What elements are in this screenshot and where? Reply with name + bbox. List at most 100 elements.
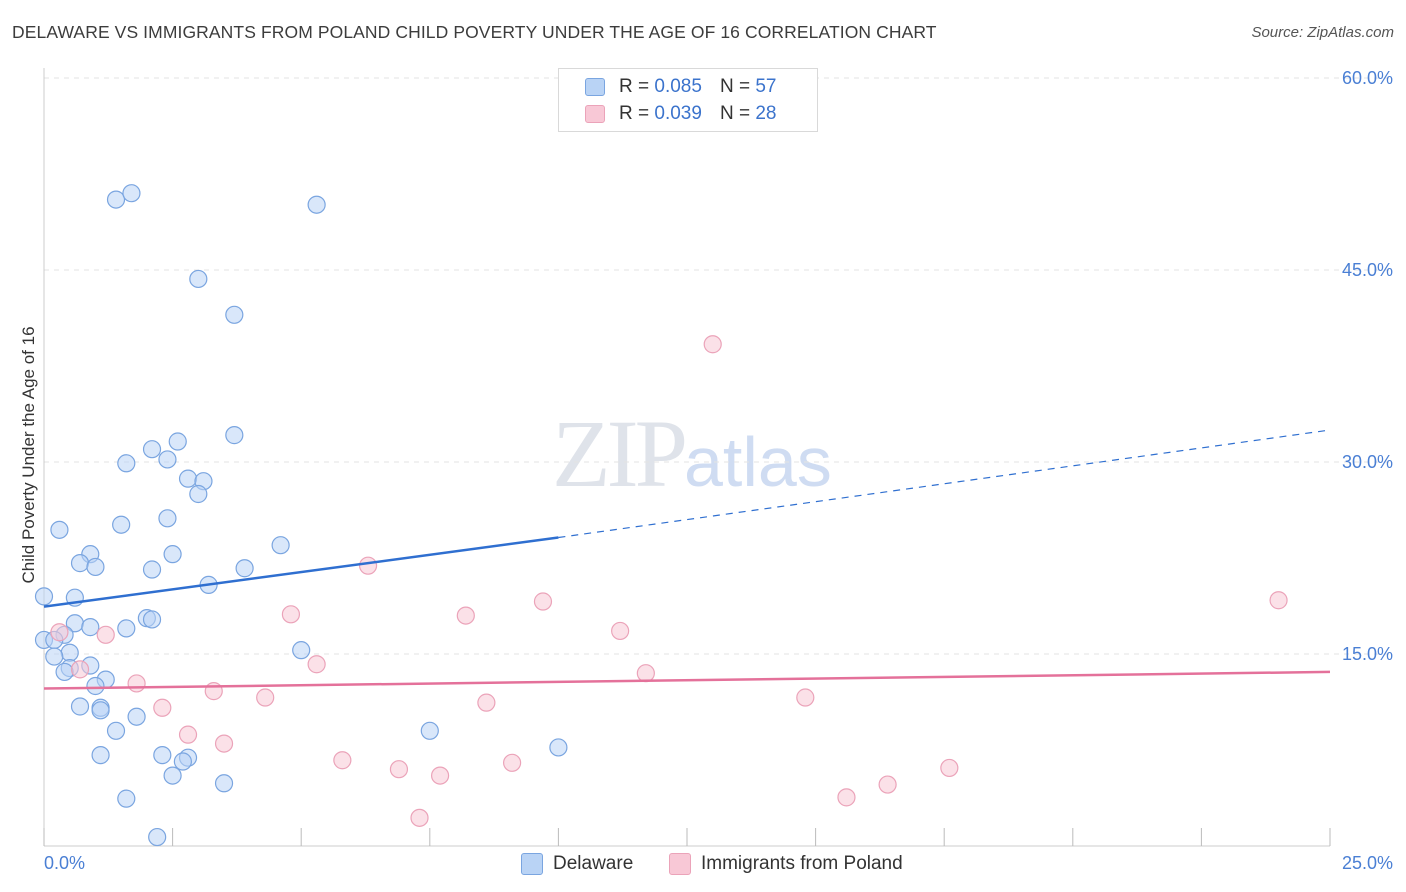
delaware-point: [70, 697, 90, 716]
poland-point: [940, 758, 959, 778]
poland-point: [281, 605, 301, 624]
legend-n-label-delaware: N =: [719, 76, 751, 97]
poland-point: [50, 623, 69, 642]
y-axis-label: Child Poverty Under the Age of 16: [19, 326, 38, 583]
delaware-point: [549, 738, 568, 757]
delaware-point: [122, 184, 141, 203]
delaware-point: [148, 827, 167, 847]
delaware-point: [50, 520, 69, 539]
poland-point: [178, 725, 198, 744]
delaware-point: [292, 641, 311, 660]
delaware-swatch: [585, 78, 605, 96]
poland-point: [214, 734, 234, 753]
delaware-point: [235, 559, 254, 578]
delaware-trend-line: [43, 536, 559, 608]
label-layer: 15.0% 30.0% 45.0% 60.0% 0.0% 25.0% Child Pover…: [19, 68, 1393, 873]
delaware-point: [86, 676, 105, 696]
delaware-point: [142, 610, 162, 629]
delaware-point: [158, 450, 177, 469]
poland-trend-line: [43, 670, 1331, 690]
delaware-point: [106, 190, 126, 209]
source-label: Source: ZipAtlas.com: [1251, 24, 1394, 41]
poland-point: [307, 655, 326, 674]
y-tick-label: 30.0%: [1342, 452, 1393, 472]
delaware-point: [91, 746, 110, 765]
legend-n-value-poland: 28: [755, 103, 777, 124]
legend-row-poland: R = 0.039 N = 28: [585, 102, 776, 126]
bottom-legend-delaware-label: Delaware: [553, 853, 634, 874]
delaware-point: [86, 557, 105, 577]
y-tick-label: 15.0%: [1342, 644, 1393, 664]
bottom-legend-poland: Immigrants from Poland: [669, 852, 903, 876]
legend: R = 0.085 N = 57 R = 0.039 N = 28: [558, 68, 818, 132]
poland-point: [878, 775, 897, 794]
delaware-point: [34, 587, 54, 606]
trend-layer: [43, 429, 1331, 690]
poland-point: [533, 592, 553, 611]
watermark-zip: ZIP: [552, 400, 688, 507]
delaware-point: [173, 752, 192, 771]
delaware-point: [117, 454, 136, 473]
delaware-point: [60, 643, 79, 662]
chart-title: DELAWARE VS IMMIGRANTS FROM POLAND CHILD…: [12, 22, 937, 42]
delaware-point: [81, 618, 100, 637]
delaware-point: [91, 701, 110, 720]
poland-point: [1269, 591, 1288, 610]
axis-layer: [43, 68, 1331, 847]
poland-point: [837, 788, 856, 807]
poland-point: [456, 606, 475, 625]
delaware-point: [189, 269, 208, 289]
bottom-legend-delaware: Delaware: [521, 852, 633, 876]
delaware-point: [168, 432, 187, 451]
poland-point: [410, 808, 429, 827]
delaware-point: [163, 766, 182, 785]
legend-r-label-poland: R =: [619, 103, 650, 124]
delaware-point: [70, 554, 90, 573]
poland-point: [333, 751, 352, 770]
poland-point: [477, 693, 496, 712]
legend-r-label-delaware: R =: [619, 76, 650, 97]
poland-point: [389, 760, 409, 779]
y-tick-label: 45.0%: [1342, 260, 1393, 280]
x-tick-label: 25.0%: [1342, 853, 1393, 873]
bottom-poland-swatch: [669, 853, 691, 875]
poland-point: [703, 335, 722, 354]
poland-point: [153, 698, 172, 717]
poland-point: [796, 688, 815, 707]
delaware-point: [117, 789, 136, 808]
delaware-point: [225, 305, 244, 324]
delaware-point: [45, 647, 64, 666]
points-layer: [34, 184, 1288, 847]
legend-r-value-delaware: 0.085: [654, 76, 702, 97]
legend-n-label-poland: N =: [719, 103, 751, 124]
poland-point: [358, 556, 378, 575]
legend-row-delaware: R = 0.085 N = 57: [585, 75, 776, 99]
delaware-trend-extension: [558, 429, 1331, 539]
delaware-point: [163, 545, 182, 564]
delaware-point: [307, 195, 326, 214]
bottom-delaware-swatch: [521, 853, 543, 875]
delaware-point: [178, 469, 198, 488]
delaware-point: [271, 536, 290, 555]
delaware-point: [112, 515, 131, 534]
delaware-point: [117, 619, 136, 638]
poland-swatch: [585, 105, 605, 123]
delaware-point: [189, 484, 208, 504]
poland-point: [96, 625, 115, 644]
delaware-point: [420, 721, 439, 740]
delaware-point: [55, 662, 74, 682]
legend-n-value-delaware: 57: [755, 76, 777, 97]
delaware-point: [153, 746, 172, 765]
bottom-legend-poland-label: Immigrants from Poland: [701, 853, 903, 874]
poland-point: [430, 766, 450, 785]
legend-r-value-poland: 0.039: [654, 103, 702, 124]
delaware-point: [142, 440, 162, 459]
delaware-point: [127, 707, 146, 726]
poland-point: [256, 688, 275, 707]
delaware-point: [142, 560, 162, 579]
x-tick-label: 0.0%: [44, 853, 85, 873]
delaware-point: [225, 426, 244, 445]
delaware-point: [106, 721, 126, 740]
poland-point: [611, 621, 630, 641]
